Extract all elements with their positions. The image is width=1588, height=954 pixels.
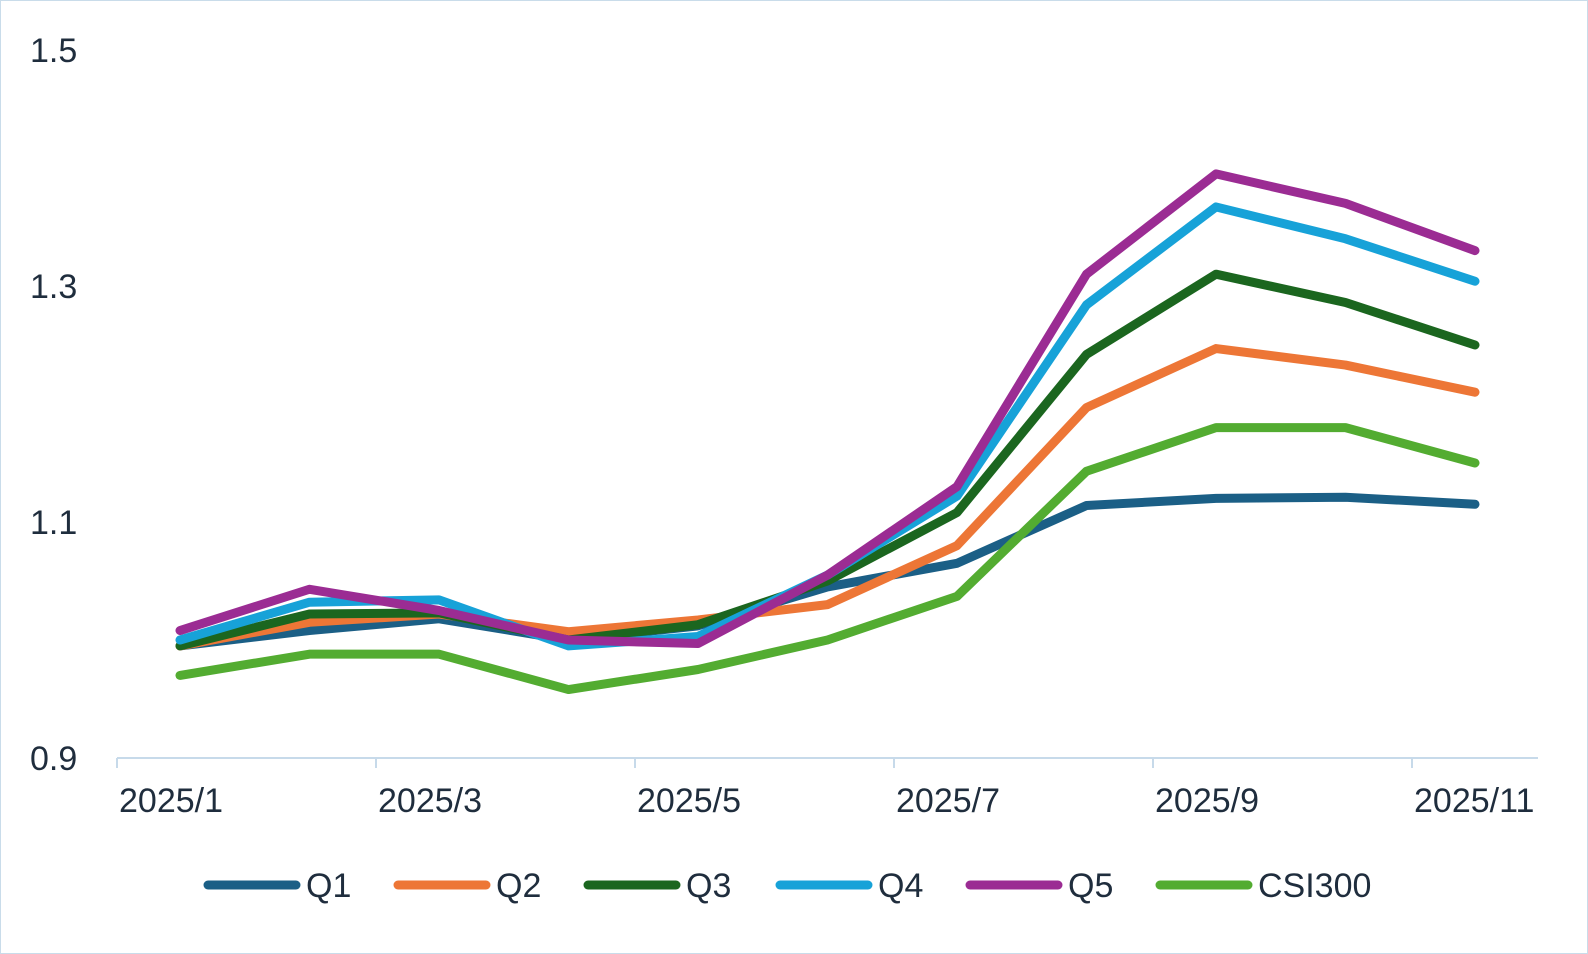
legend-label: CSI300 [1258, 867, 1371, 905]
legend-label: Q4 [878, 867, 923, 905]
y-axis-labels: 0.9 1.1 1.3 1.5 [30, 32, 77, 778]
x-tick-label: 2025/9 [1155, 782, 1259, 820]
legend-label: Q3 [686, 867, 731, 905]
series-line-q5 [175, 169, 1480, 649]
series-line-q3 [175, 269, 1480, 651]
x-tick-label: 2025/11 [1414, 782, 1534, 820]
legend-item-q1: Q1 [203, 867, 351, 905]
legend: Q1 Q2 Q3 Q4 Q5 CSI300 [203, 867, 1371, 905]
series-lines [175, 169, 1480, 695]
legend-label: Q2 [496, 867, 541, 905]
x-tick-label: 2025/5 [637, 782, 741, 820]
series-line-csi300 [175, 423, 1480, 695]
legend-item-q3: Q3 [583, 867, 731, 905]
legend-item-q5: Q5 [965, 867, 1113, 905]
x-axis-ticks [116, 758, 1413, 768]
x-axis-labels: 2025/1 2025/3 2025/5 2025/7 2025/9 2025/11 [119, 782, 1534, 820]
y-tick-label: 1.5 [30, 32, 77, 70]
y-tick-label: 0.9 [30, 740, 77, 778]
series-line-q1 [175, 492, 1480, 651]
x-tick-label: 2025/7 [896, 782, 1000, 820]
y-tick-label: 1.3 [30, 268, 77, 306]
legend-item-csi300: CSI300 [1155, 867, 1371, 905]
legend-item-q2: Q2 [393, 867, 541, 905]
x-tick-label: 2025/3 [378, 782, 482, 820]
legend-label: Q1 [306, 867, 351, 905]
plot-area: 0.91.11.31.5 2025/1 2025/3 2025/5 2025/7 202… [30, 32, 1538, 820]
x-tick-label: 2025/1 [119, 782, 223, 820]
legend-label: Q5 [1068, 867, 1113, 905]
y-tick-label: 1.1 [30, 504, 77, 542]
legend-item-q4: Q4 [775, 867, 923, 905]
